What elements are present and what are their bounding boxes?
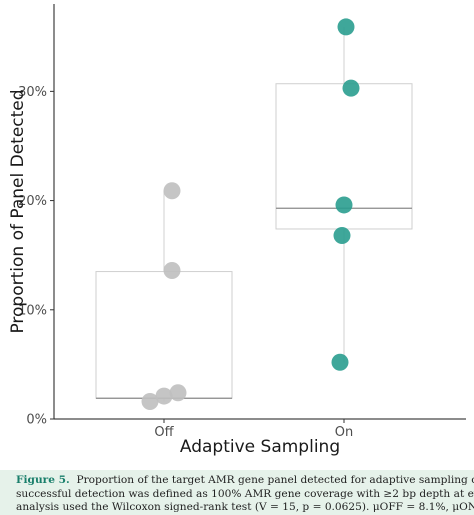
data-point: [141, 393, 159, 411]
figure-caption: Figure 5. Proportion of the target AMR g…: [0, 470, 474, 515]
data-point: [155, 387, 173, 405]
caption-line-1: Figure 5. Proportion of the target AMR g…: [16, 474, 474, 488]
x-tick-label: On: [335, 425, 353, 440]
x-tick-label: Off: [154, 425, 174, 440]
data-point: [337, 18, 355, 36]
data-points: [141, 18, 360, 411]
data-point: [163, 261, 181, 279]
data-point: [163, 182, 181, 200]
y-axis-title: Proportion of Panel Detected: [8, 89, 28, 333]
data-point: [331, 353, 349, 371]
y-tick-label: 0%: [26, 413, 47, 428]
x-axis-title: Adaptive Sampling: [180, 437, 340, 457]
data-point: [169, 384, 187, 402]
axes: [50, 4, 466, 423]
y-tick-label: 10%: [18, 303, 47, 318]
caption-figure-label: Figure 5.: [16, 474, 70, 486]
data-point: [333, 227, 351, 245]
box-iqr: [95, 271, 233, 399]
caption-text-2: successful detection was defined as 100%…: [16, 487, 474, 500]
boxes: [95, 26, 413, 402]
data-point: [335, 196, 353, 214]
caption-text-1: Proportion of the target AMR gene panel …: [76, 474, 474, 486]
y-tick-label: 30%: [18, 85, 47, 100]
caption-text-3: analysis used the Wilcoxon signed-rank t…: [16, 501, 474, 513]
y-tick-label: 20%: [18, 194, 47, 209]
data-point: [342, 79, 360, 97]
